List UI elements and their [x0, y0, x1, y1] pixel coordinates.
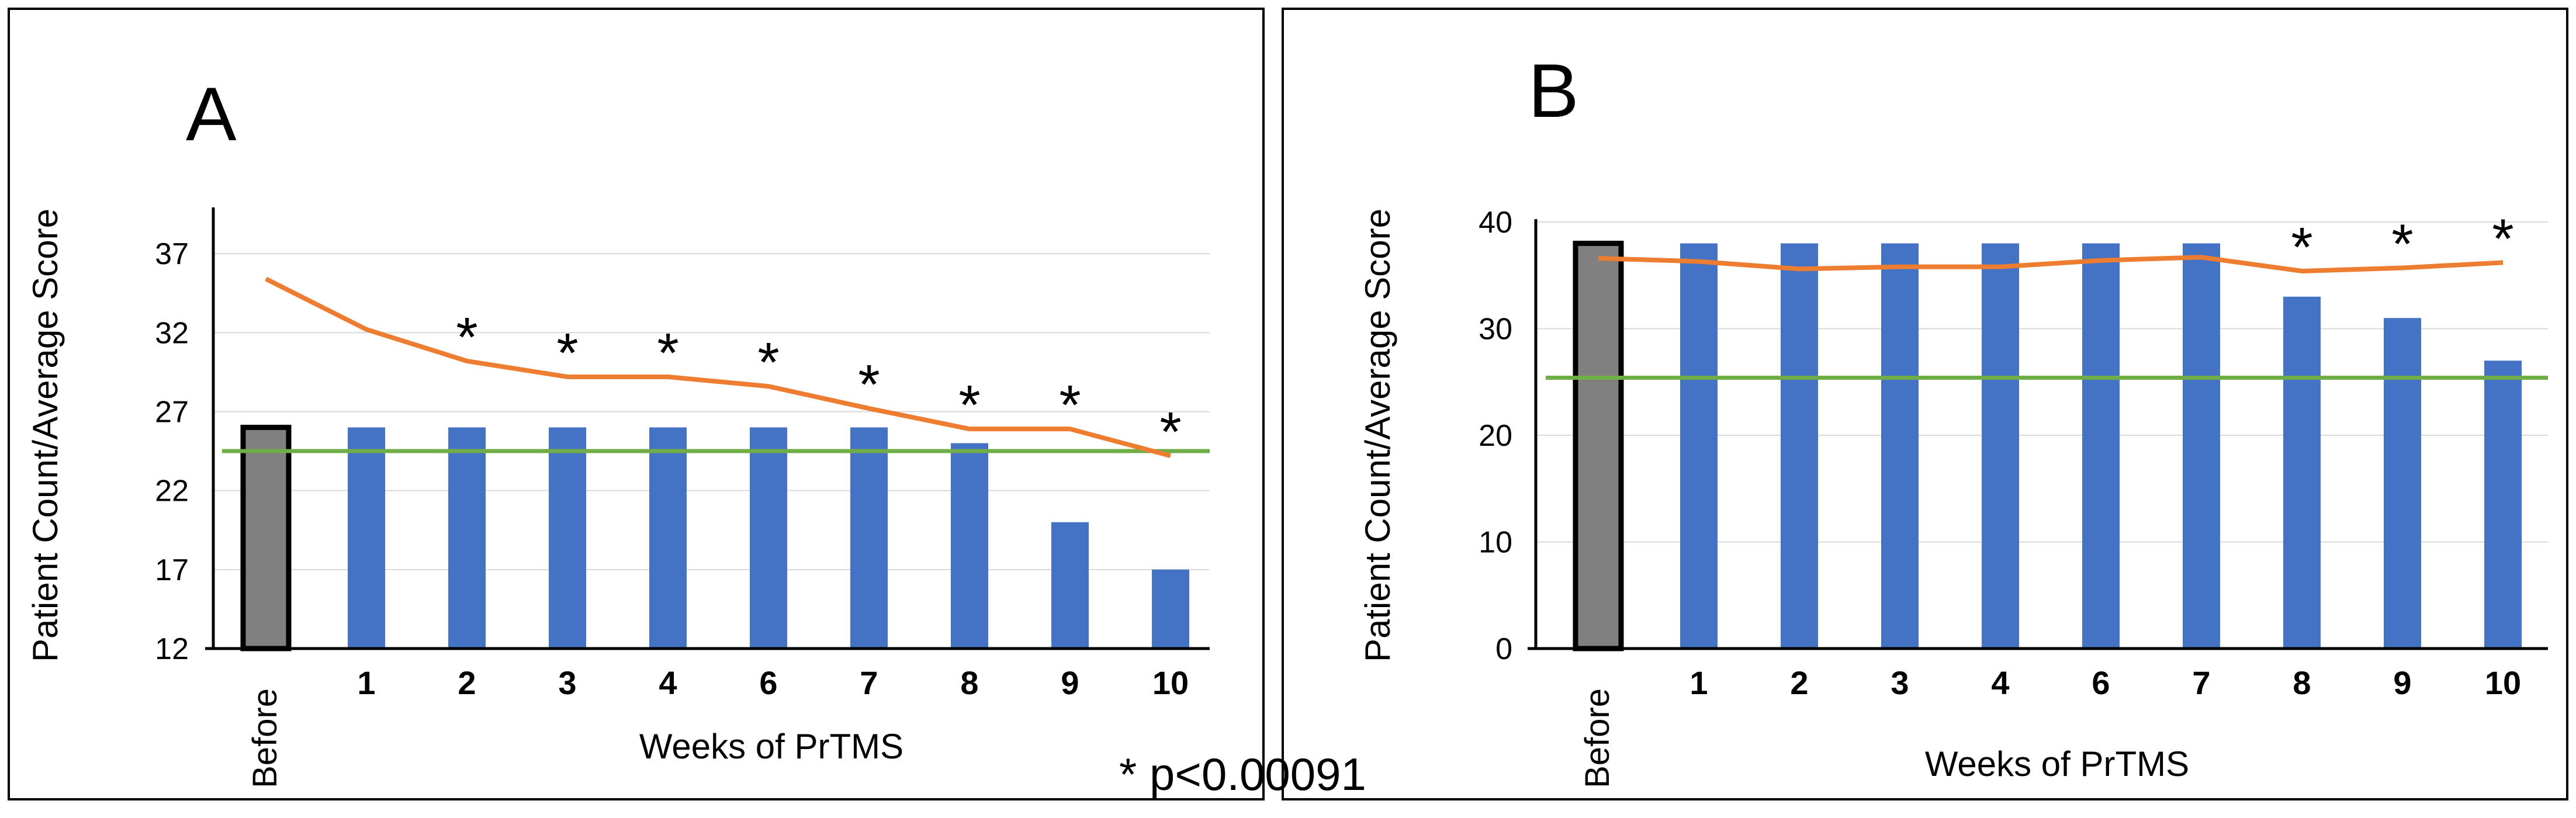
bar [951, 443, 988, 649]
x-tick-label: 10 [2485, 664, 2521, 701]
y-tick-label: 37 [155, 237, 189, 271]
y-tick-label: 27 [155, 395, 189, 429]
x-tick-label-before: Before [246, 688, 284, 788]
bar [549, 427, 586, 649]
y-tick-label: 12 [155, 632, 189, 666]
bar [2384, 318, 2421, 649]
panel-label: A [186, 71, 237, 157]
x-tick-label: 3 [1891, 664, 1909, 701]
x-tick-label: 2 [1790, 664, 1808, 701]
y-tick-label: 30 [1479, 313, 1512, 346]
x-tick-label-before: Before [1578, 688, 1616, 788]
x-tick-label: 4 [1991, 664, 2009, 701]
significance-star: * [1059, 374, 1081, 436]
x-tick-label: 1 [1689, 664, 1708, 701]
bar [2484, 361, 2522, 649]
x-tick-label: 4 [659, 664, 677, 701]
bar [649, 427, 687, 649]
bar [850, 427, 888, 649]
bar [448, 427, 486, 649]
x-tick-label: 1 [357, 664, 375, 701]
x-axis-title: Weeks of PrTMS [639, 727, 903, 766]
x-tick-label: 6 [2092, 664, 2110, 701]
y-tick-label: 0 [1495, 632, 1512, 666]
bar [1881, 243, 1919, 649]
x-tick-label: 8 [2293, 664, 2311, 701]
panel-label: B [1528, 48, 1579, 133]
x-axis-title: Weeks of PrTMS [1925, 744, 2189, 784]
bar [1781, 243, 1818, 649]
y-tick-label: 17 [155, 553, 189, 587]
x-tick-label: 3 [558, 664, 576, 701]
bar-before [240, 424, 292, 651]
bar [2283, 296, 2321, 649]
significance-star: * [757, 331, 779, 394]
bar [750, 427, 787, 649]
y-tick-label: 32 [155, 316, 189, 350]
significance-star: * [958, 374, 980, 436]
x-tick-label: 2 [458, 664, 476, 701]
x-tick-label: 7 [860, 664, 878, 701]
average-score-line [265, 276, 1172, 459]
y-axis-title: Patient Count/Average Score [1358, 209, 1397, 662]
bar [1680, 243, 1718, 649]
bar [1982, 243, 2019, 649]
panel-border [8, 8, 1265, 800]
bar [2183, 243, 2220, 649]
significance-footnote: * p<0.00091 [1119, 748, 1366, 800]
x-tick-label: 9 [2393, 664, 2411, 701]
bar [1152, 569, 1189, 649]
x-tick-label: 7 [2192, 664, 2210, 701]
significance-star: * [858, 353, 880, 416]
y-tick-label: 22 [155, 474, 189, 508]
x-tick-label: 10 [1152, 664, 1189, 701]
average-score-line [1598, 255, 2504, 273]
significance-star: * [2492, 207, 2513, 270]
x-tick-label: 6 [759, 664, 777, 701]
bar [348, 427, 385, 649]
bar [1051, 522, 1089, 649]
y-tick-label: 20 [1479, 419, 1512, 453]
significance-star: * [1159, 401, 1181, 463]
y-tick-label: 40 [1479, 206, 1512, 240]
significance-star: * [556, 322, 578, 384]
significance-star: * [456, 306, 477, 369]
y-axis-title: Patient Count/Average Score [26, 209, 65, 662]
significance-star: * [2291, 216, 2312, 279]
y-tick-label: 10 [1479, 526, 1512, 560]
significance-star: * [2391, 213, 2413, 275]
bar-before [1573, 241, 1624, 651]
significance-star: * [657, 322, 678, 384]
x-tick-label: 9 [1061, 664, 1079, 701]
panel-border [1282, 8, 2568, 800]
bar [2082, 243, 2120, 649]
chart-panel-b: B 0 10 20 30 40 * * * Before 1 2 3 4 6 7 8 9 10 Weeks of Pr… [1282, 8, 2568, 800]
x-tick-label: 8 [960, 664, 978, 701]
